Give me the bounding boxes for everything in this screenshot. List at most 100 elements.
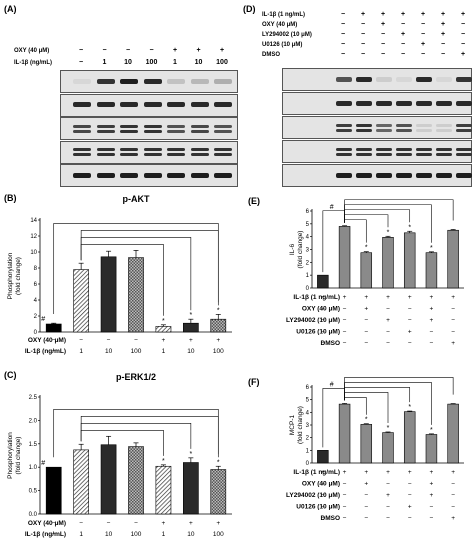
blot-band xyxy=(143,78,162,84)
hash-bracket xyxy=(322,388,345,448)
bar xyxy=(317,450,329,464)
blot-condition-label: LY294002 (10 μM) xyxy=(262,32,312,38)
blot-condition-value: − xyxy=(340,41,346,48)
blot-condition-label: OXY (40 μM) xyxy=(262,22,298,28)
blot-condition-value: + xyxy=(440,11,446,18)
chart-title: p-AKT xyxy=(123,194,150,204)
blot-strip xyxy=(282,140,472,163)
condition-value: − xyxy=(321,329,325,336)
condition-value: + xyxy=(408,469,412,476)
condition-value: − xyxy=(430,340,434,347)
condition-value: − xyxy=(343,329,347,336)
condition-label: OXY (40 μM) xyxy=(302,481,340,488)
hash-bracket xyxy=(322,210,345,273)
condition-value: − xyxy=(343,340,347,347)
comparison-bracket xyxy=(344,377,454,401)
condition-value: + xyxy=(430,306,434,313)
panel-label-e: (E) xyxy=(248,196,260,206)
blot-band xyxy=(214,124,232,128)
condition-value: + xyxy=(430,469,434,476)
condition-value: − xyxy=(364,317,368,324)
condition-value: − xyxy=(343,504,347,511)
blot-band xyxy=(356,172,372,178)
condition-value: − xyxy=(321,481,325,488)
blot-band xyxy=(376,100,392,106)
blot-strip xyxy=(60,93,238,117)
blot-band xyxy=(120,102,138,107)
condition-value: − xyxy=(408,340,412,347)
blot-band xyxy=(416,123,432,127)
blot-band xyxy=(376,123,392,127)
bar xyxy=(447,229,459,289)
condition-label: IL-1β (1 ng/mL) xyxy=(293,294,340,301)
blot-band xyxy=(356,128,372,132)
blot-condition-value: − xyxy=(460,41,466,48)
condition-value: + xyxy=(408,294,412,301)
blot-condition-value: + xyxy=(172,47,178,54)
significance-mark: * xyxy=(387,229,390,236)
y-tick-label: 3 xyxy=(306,423,310,429)
blot-band xyxy=(96,148,115,151)
blot-condition-label: IL-1β (ng/mL) xyxy=(14,60,52,66)
blot-band xyxy=(436,123,452,127)
condition-value: − xyxy=(107,337,111,344)
blot-band xyxy=(456,100,472,106)
bar xyxy=(360,424,373,464)
blot-condition-value: − xyxy=(78,59,84,66)
blot-band xyxy=(73,148,91,151)
blot-band xyxy=(416,172,432,178)
blot-band xyxy=(336,147,352,151)
y-axis-label: MCP-1 xyxy=(289,415,296,436)
condition-value: − xyxy=(364,340,368,347)
blot-band xyxy=(214,78,232,84)
western-blot-a: OXY (40 μM) − − − − + + + IL-1β (ng/mL) − 1 10 100 1 1… xyxy=(0,0,240,190)
condition-value: + xyxy=(408,504,412,511)
panel-label-f: (F) xyxy=(248,377,260,387)
blot-band xyxy=(396,172,412,178)
y-tick-label: 2.0 xyxy=(29,418,38,424)
significance-mark: * xyxy=(189,451,192,458)
blot-condition-value: − xyxy=(340,11,346,18)
condition-value: − xyxy=(386,515,390,522)
y-axis-label: (fold change) xyxy=(15,257,22,295)
condition-value: 10 xyxy=(187,531,195,538)
blot-band xyxy=(96,124,115,128)
condition-value: − xyxy=(408,481,412,488)
condition-value: − xyxy=(451,492,455,499)
condition-value: − xyxy=(52,531,56,538)
bar xyxy=(317,274,329,289)
blot-band xyxy=(356,76,372,82)
bar xyxy=(128,446,144,515)
condition-value: + xyxy=(430,294,434,301)
condition-value: − xyxy=(52,348,56,355)
blot-band xyxy=(143,148,162,151)
condition-value: 10 xyxy=(187,348,195,355)
condition-value: − xyxy=(321,294,325,301)
blot-condition-value: + xyxy=(219,47,225,54)
bar xyxy=(360,252,373,289)
condition-value: − xyxy=(430,504,434,511)
condition-label: LY294002 (10 μM) xyxy=(286,317,340,324)
condition-value: 1 xyxy=(79,348,83,355)
y-tick-label: 1.0 xyxy=(29,465,38,471)
condition-value: − xyxy=(321,306,325,313)
blot-condition-value: − xyxy=(440,41,446,48)
blot-condition-value: − xyxy=(125,47,131,54)
blot-condition-value: − xyxy=(360,51,366,58)
y-tick-label: 2.5 xyxy=(29,395,38,401)
blot-condition-value: − xyxy=(420,51,426,58)
blot-band xyxy=(356,147,372,151)
blot-band xyxy=(356,123,372,127)
blot-band xyxy=(214,148,232,151)
condition-value: − xyxy=(386,504,390,511)
blot-strip xyxy=(60,70,238,93)
blot-condition-value: − xyxy=(360,31,366,38)
condition-value: + xyxy=(430,492,434,499)
bar xyxy=(45,466,62,515)
bar xyxy=(338,403,351,464)
condition-value: − xyxy=(451,504,455,511)
bar xyxy=(73,449,89,515)
blot-band xyxy=(336,172,352,178)
blot-band xyxy=(356,152,372,156)
condition-value: − xyxy=(321,492,325,499)
